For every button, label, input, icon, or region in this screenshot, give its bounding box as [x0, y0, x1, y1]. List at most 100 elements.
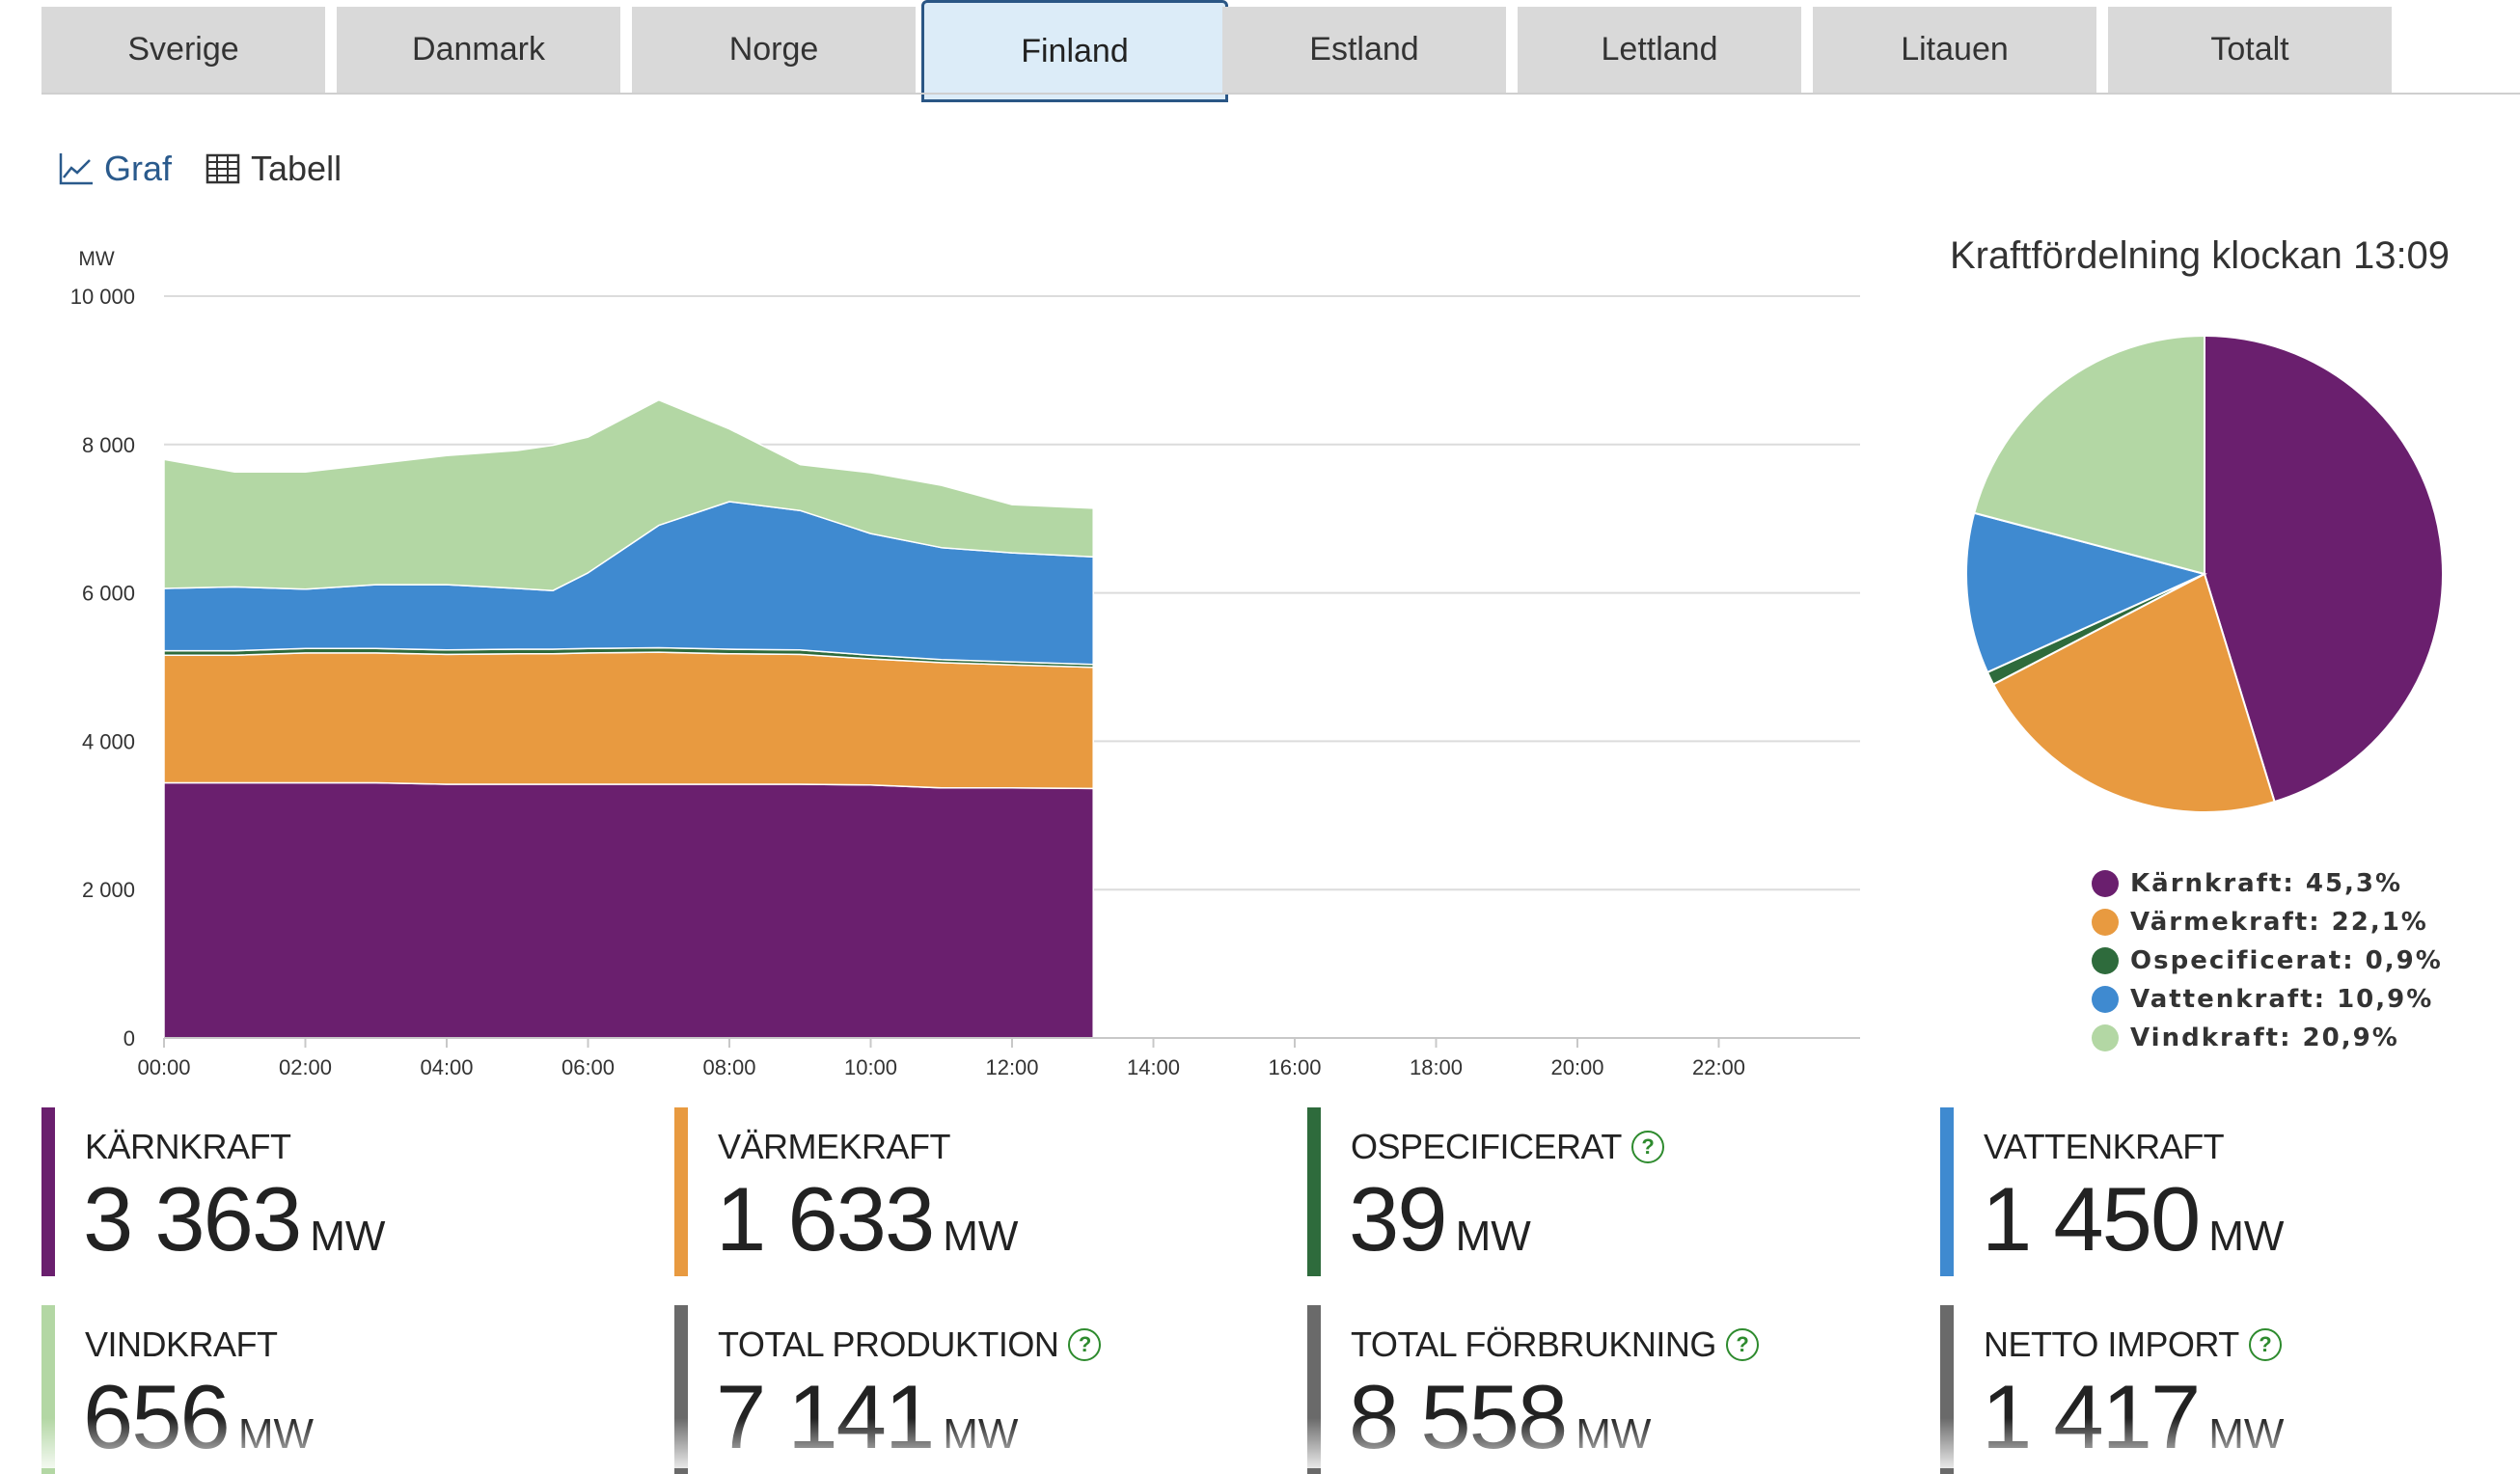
- production-area-chart: 0 2 000 4 000 6 000 8 000 10 000 MW 00:00 02:00 0…: [70, 248, 1860, 1079]
- stat-label: KÄRNKRAFT: [85, 1127, 291, 1167]
- tab-estland[interactable]: Estland: [1222, 7, 1512, 93]
- country-tabs: Sverige Danmark Norge Finland Estland Le…: [41, 0, 2520, 102]
- tab-sverige[interactable]: Sverige: [41, 7, 331, 93]
- help-icon[interactable]: ?: [2248, 1328, 2282, 1361]
- legend-dot: [2092, 1024, 2119, 1051]
- stat-value: 39 MW: [1349, 1167, 1531, 1271]
- stat-label-text: TOTAL PRODUKTION: [718, 1324, 1059, 1364]
- pie-slice-kärnkraft[interactable]: [2204, 334, 2444, 804]
- x-tick-label: 20:00: [1550, 1055, 1603, 1079]
- stat-card-ospecificerat: OSPECIFICERAT? 39 MW: [1307, 1107, 1886, 1276]
- view-toggle: Graf Tabell: [58, 145, 342, 193]
- tab-norge[interactable]: Norge: [632, 7, 921, 93]
- card-color-bar: [1940, 1107, 1954, 1276]
- stat-label: VATTENKRAFT: [1984, 1127, 2225, 1167]
- stat-number: 1 450: [1982, 1168, 2201, 1269]
- area-kärnkraft: [163, 781, 1094, 1039]
- legend-item-varmekraft: Värmekraft: 22,1%: [2092, 903, 2443, 942]
- power-distribution-pie: [1965, 334, 2444, 813]
- stat-unit: MW: [1575, 1410, 1652, 1458]
- stat-unit: MW: [2208, 1213, 2285, 1260]
- stat-card-karnkraft: KÄRNKRAFT 3 363 MW: [41, 1107, 620, 1276]
- tab-finland[interactable]: Finland: [921, 0, 1228, 102]
- y-axis-label: MW: [78, 248, 114, 270]
- help-icon[interactable]: ?: [1725, 1328, 1759, 1361]
- tab-totalt[interactable]: Totalt: [2108, 7, 2397, 93]
- table-icon: [205, 153, 240, 184]
- area-värmekraft: [163, 651, 1094, 790]
- stat-label: NETTO IMPORT?: [1984, 1324, 2282, 1365]
- tabs-divider: [41, 93, 2520, 95]
- legend-dot: [2092, 870, 2119, 897]
- card-color-bar: [1307, 1107, 1321, 1276]
- stat-label-text: KÄRNKRAFT: [85, 1127, 291, 1166]
- stat-card-netto-import: NETTO IMPORT? 1 417 MW: [1940, 1305, 2519, 1474]
- card-color-bar: [674, 1107, 688, 1276]
- stat-card-vindkraft: VINDKRAFT 656 MW: [41, 1305, 620, 1474]
- pie-slice-vindkraft[interactable]: [1973, 334, 2205, 576]
- y-tick-label: 4 000: [82, 729, 135, 753]
- legend-label: Kärnkraft: 45,3%: [2130, 869, 2403, 898]
- stat-number: 1 633: [716, 1168, 935, 1269]
- stat-label: TOTAL PRODUKTION?: [718, 1324, 1102, 1365]
- x-tick-label: 22:00: [1692, 1055, 1745, 1079]
- stat-number: 3 363: [83, 1168, 302, 1269]
- stat-label: VÄRMEKRAFT: [718, 1127, 951, 1167]
- x-tick-label: 04:00: [420, 1055, 473, 1079]
- x-tick-label: 08:00: [702, 1055, 755, 1079]
- legend-item-vattenkraft: Vattenkraft: 10,9%: [2092, 980, 2443, 1019]
- stat-card-total-produktion: TOTAL PRODUKTION? 7 141 MW: [674, 1305, 1253, 1474]
- stat-label: TOTAL FÖRBRUKNING?: [1351, 1324, 1759, 1365]
- y-tick-label: 0: [123, 1026, 135, 1051]
- tabell-toggle[interactable]: Tabell: [205, 149, 342, 189]
- help-icon[interactable]: ?: [1630, 1131, 1664, 1163]
- legend-label: Ospecificerat: 0,9%: [2130, 946, 2443, 975]
- stat-value: 1 633 MW: [716, 1167, 1018, 1271]
- card-color-bar: [674, 1305, 688, 1474]
- y-tick-label: 8 000: [82, 433, 135, 457]
- stat-unit: MW: [310, 1213, 386, 1260]
- stat-card-vattenkraft: VATTENKRAFT 1 450 MW: [1940, 1107, 2519, 1276]
- tab-danmark[interactable]: Danmark: [337, 7, 626, 93]
- graf-toggle[interactable]: Graf: [58, 149, 172, 189]
- x-tick-label: 18:00: [1410, 1055, 1463, 1079]
- stat-value: 1 450 MW: [1982, 1167, 2284, 1271]
- help-icon[interactable]: ?: [1068, 1328, 1102, 1361]
- y-tick-label: 2 000: [82, 878, 135, 902]
- legend-dot: [2092, 947, 2119, 974]
- stat-number: 656: [83, 1366, 231, 1467]
- stat-label-text: VINDKRAFT: [85, 1324, 278, 1364]
- card-color-bar: [1307, 1305, 1321, 1474]
- stat-unit: MW: [943, 1410, 1019, 1458]
- x-tick-label: 00:00: [137, 1055, 190, 1079]
- stat-unit: MW: [2208, 1410, 2285, 1458]
- stat-number: 39: [1349, 1168, 1448, 1269]
- stat-number: 8 558: [1349, 1366, 1568, 1467]
- stat-value: 8 558 MW: [1349, 1365, 1651, 1469]
- stat-number: 1 417: [1982, 1366, 2201, 1467]
- stat-number: 7 141: [716, 1366, 935, 1467]
- stat-label: VINDKRAFT: [85, 1324, 278, 1365]
- x-tick-label: 16:00: [1268, 1055, 1321, 1079]
- x-tick-label: 06:00: [562, 1055, 615, 1079]
- stat-label: OSPECIFICERAT?: [1351, 1127, 1664, 1167]
- legend-label: Värmekraft: 22,1%: [2130, 908, 2428, 937]
- area-vindkraft: [163, 398, 1094, 592]
- stat-value: 3 363 MW: [83, 1167, 385, 1271]
- tab-lettland[interactable]: Lettland: [1518, 7, 1807, 93]
- card-color-bar: [41, 1305, 55, 1474]
- pie-slice-vattenkraft[interactable]: [1965, 511, 2207, 674]
- stat-card-total-forbrukning: TOTAL FÖRBRUKNING? 8 558 MW: [1307, 1305, 1886, 1474]
- legend-item-vindkraft: Vindkraft: 20,9%: [2092, 1019, 2443, 1057]
- pie-title: Kraftfördelning klockan 13:09: [1949, 234, 2451, 277]
- legend-dot: [2092, 909, 2119, 936]
- card-color-bar: [41, 1107, 55, 1276]
- card-color-bar: [1940, 1305, 1954, 1474]
- stat-label-text: TOTAL FÖRBRUKNING: [1351, 1324, 1716, 1364]
- pie-slice-värmekraft[interactable]: [1991, 572, 2276, 813]
- line-chart-icon: [59, 153, 93, 185]
- pie-legend: Kärnkraft: 45,3% Värmekraft: 22,1% Ospec…: [2092, 864, 2443, 1057]
- stat-value: 7 141 MW: [716, 1365, 1018, 1469]
- tab-litauen[interactable]: Litauen: [1813, 7, 2102, 93]
- y-tick-label: 6 000: [82, 582, 135, 606]
